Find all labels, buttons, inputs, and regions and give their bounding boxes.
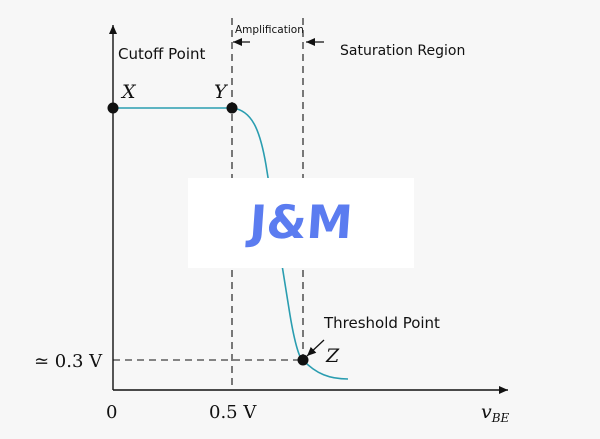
watermark-logo: J&M <box>245 195 355 249</box>
point-x-label: X <box>120 81 137 103</box>
y-tick-label: ≃ 0.3 V <box>34 351 103 372</box>
watermark-logo-background <box>188 178 414 268</box>
characteristic-curve <box>113 107 349 380</box>
threshold-point-label: Threshold Point <box>323 314 440 332</box>
x-axis-label: vBE <box>481 401 510 425</box>
amplification-label: Amplification <box>235 24 304 36</box>
point-y-label: Y <box>214 81 229 103</box>
cutoff-point-label: Cutoff Point <box>118 45 206 63</box>
point-y-dot <box>226 102 238 114</box>
point-x-dot <box>107 102 119 114</box>
x-tick-label: 0.5 V <box>209 402 257 423</box>
saturation-region-label: Saturation Region <box>340 43 465 59</box>
point-z-dot <box>297 354 309 366</box>
point-z-label: Z <box>325 345 340 367</box>
threshold-arrow <box>306 339 325 357</box>
origin-label: 0 <box>106 402 117 423</box>
